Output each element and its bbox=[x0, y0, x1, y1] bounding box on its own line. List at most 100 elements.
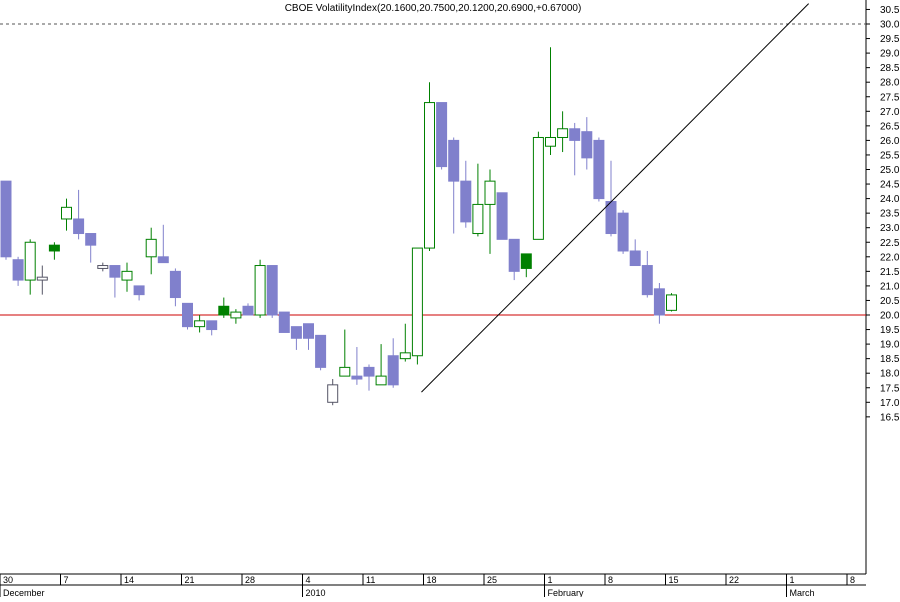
y-tick-label: 22.0 bbox=[880, 252, 900, 263]
candle bbox=[545, 47, 556, 155]
candles bbox=[0, 47, 677, 406]
candle-body bbox=[508, 238, 520, 272]
candle bbox=[617, 210, 629, 254]
candle bbox=[629, 239, 641, 267]
x-tick-label: 8 bbox=[850, 575, 855, 585]
month-label: March bbox=[790, 588, 815, 597]
candle bbox=[363, 364, 375, 391]
candle bbox=[206, 320, 218, 336]
y-tick-label: 25.0 bbox=[880, 165, 900, 176]
y-tick-label: 19.0 bbox=[880, 340, 900, 351]
y-tick-label: 26.0 bbox=[880, 136, 900, 147]
candle-body bbox=[12, 259, 24, 281]
candle-body bbox=[339, 366, 351, 377]
y-tick-label: 18.0 bbox=[880, 369, 900, 380]
y-tick-label: 16.5 bbox=[880, 412, 900, 423]
candle-body bbox=[48, 244, 60, 252]
candle bbox=[85, 233, 97, 263]
x-tick-label: 30 bbox=[3, 575, 13, 585]
y-tick-label: 28.0 bbox=[880, 78, 900, 89]
candle-body bbox=[399, 352, 411, 360]
candle-body bbox=[230, 311, 242, 319]
candle-body bbox=[145, 238, 157, 258]
candle-body bbox=[363, 366, 375, 377]
candle bbox=[230, 309, 242, 324]
candle bbox=[424, 82, 435, 251]
y-tick-label: 30.0 bbox=[880, 20, 900, 31]
y-tick-label: 21.5 bbox=[880, 267, 900, 278]
candle-body bbox=[194, 320, 206, 328]
candle-body bbox=[327, 384, 339, 403]
x-tick-label: 15 bbox=[669, 575, 679, 585]
candle-body bbox=[254, 265, 266, 316]
candle-body bbox=[133, 285, 145, 296]
candle bbox=[484, 169, 496, 254]
candle bbox=[278, 311, 290, 333]
y-tick-label: 22.5 bbox=[880, 238, 900, 249]
candle-body bbox=[520, 253, 532, 269]
candle bbox=[48, 242, 60, 260]
candle-body bbox=[629, 250, 641, 267]
y-tick-label: 19.5 bbox=[880, 325, 900, 336]
candle bbox=[242, 303, 254, 316]
candle-body bbox=[424, 102, 435, 249]
trendline-group bbox=[421, 3, 810, 393]
x-tick-label: 4 bbox=[306, 575, 311, 585]
y-tick-label: 29.0 bbox=[880, 49, 900, 60]
candle-body bbox=[605, 201, 617, 235]
candle-body bbox=[61, 206, 72, 220]
reference-lines bbox=[0, 23, 866, 316]
x-tick-label: 28 bbox=[245, 575, 255, 585]
candle bbox=[472, 163, 484, 237]
x-tick-label: 1 bbox=[790, 575, 795, 585]
candle-body bbox=[290, 326, 302, 339]
y-tick-label: 24.0 bbox=[880, 194, 900, 205]
x-tick-label: 1 bbox=[548, 575, 553, 585]
candle-body bbox=[496, 192, 508, 240]
candle-body bbox=[387, 355, 399, 386]
candle bbox=[218, 297, 230, 318]
candle-body bbox=[266, 265, 278, 316]
y-tick-label: 17.5 bbox=[880, 383, 900, 394]
candle-body bbox=[460, 180, 472, 223]
month-label: 2010 bbox=[306, 588, 326, 597]
candle bbox=[411, 247, 423, 365]
candle bbox=[169, 268, 181, 307]
y-axis: 16.5 17.0 17.5 18.0 18.5 19.0 19.5 20.0 20.5 21.0… bbox=[866, 5, 900, 423]
candle bbox=[145, 227, 157, 275]
candle bbox=[641, 250, 653, 298]
x-tick-label: 25 bbox=[487, 575, 497, 585]
candle-body bbox=[666, 294, 677, 311]
candle-body bbox=[36, 276, 48, 281]
candle bbox=[61, 198, 72, 231]
trendline bbox=[421, 3, 810, 393]
candle-body bbox=[182, 302, 193, 328]
candle bbox=[593, 137, 605, 202]
candle-body bbox=[242, 305, 254, 316]
candle bbox=[182, 302, 193, 330]
candle-body bbox=[484, 180, 496, 205]
x-tick-label: 11 bbox=[366, 575, 375, 585]
y-tick-label: 28.5 bbox=[880, 63, 900, 74]
candle-body bbox=[206, 320, 218, 331]
candle bbox=[508, 238, 520, 281]
candle bbox=[303, 323, 314, 350]
candle bbox=[266, 265, 278, 318]
y-tick-label: 21.0 bbox=[880, 281, 900, 292]
x-tick-label: 14 bbox=[124, 575, 134, 585]
candle bbox=[12, 256, 24, 286]
candle-body bbox=[581, 131, 593, 159]
candle bbox=[532, 131, 544, 240]
candle-body bbox=[532, 136, 544, 240]
candle bbox=[448, 137, 460, 234]
x-tick-label: 21 bbox=[185, 575, 195, 585]
candle-body bbox=[545, 136, 556, 147]
y-tick-label: 27.0 bbox=[880, 107, 900, 118]
candle-body bbox=[218, 305, 230, 316]
candle bbox=[24, 239, 36, 295]
candle bbox=[121, 262, 133, 292]
y-tick-label: 20.0 bbox=[880, 311, 900, 322]
